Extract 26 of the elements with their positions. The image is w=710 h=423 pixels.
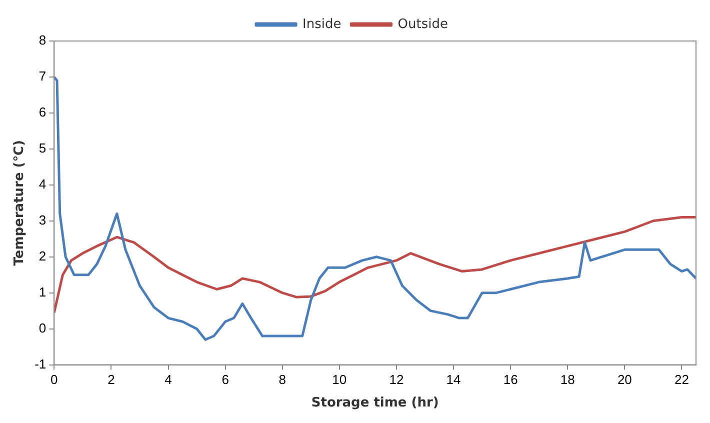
y-tick-label: 3 xyxy=(38,212,46,228)
x-tick-label: 4 xyxy=(164,372,172,388)
x-tick-label: 0 xyxy=(50,372,58,388)
y-tick-label: 7 xyxy=(38,68,46,84)
x-tick-label: 8 xyxy=(278,372,286,388)
x-tick-label: 16 xyxy=(503,372,518,388)
x-tick-label: 2 xyxy=(108,372,115,388)
y-tick-label: -1 xyxy=(34,356,46,372)
legend-label: Inside xyxy=(302,16,342,32)
x-tick-label: 20 xyxy=(617,372,632,388)
y-tick-label: 5 xyxy=(38,140,46,156)
y-tick-label: 8 xyxy=(38,32,46,48)
x-tick-label: 22 xyxy=(674,372,689,388)
x-tick-label: 14 xyxy=(446,372,461,388)
x-tick-label: 10 xyxy=(332,372,347,388)
x-tick-label: 18 xyxy=(560,372,575,388)
y-tick-label: 4 xyxy=(38,176,46,192)
legend-label: Outside xyxy=(398,16,448,32)
y-axis-title: Temperature (℃) xyxy=(12,140,28,266)
x-tick-label: 6 xyxy=(222,372,229,388)
y-tick-label: 0 xyxy=(38,320,46,336)
y-tick-label: 2 xyxy=(38,248,46,264)
y-tick-label: 6 xyxy=(38,104,46,120)
x-axis-title: Storage time (hr) xyxy=(311,396,439,411)
x-tick-label: 12 xyxy=(389,372,404,388)
y-tick-label: 1 xyxy=(38,284,46,300)
